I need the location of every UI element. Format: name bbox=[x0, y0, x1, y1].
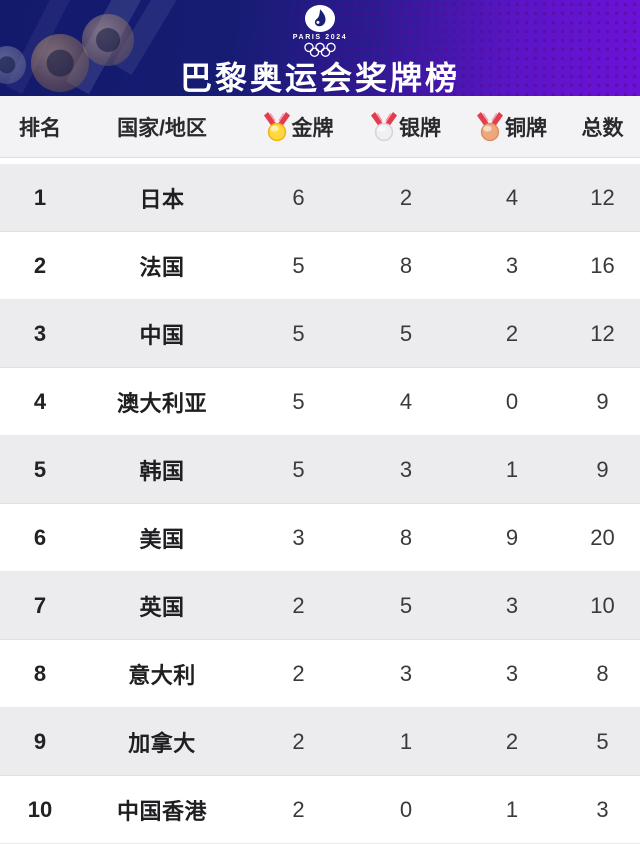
olympic-rings-icon bbox=[302, 42, 338, 58]
cell-rank: 7 bbox=[33, 592, 47, 618]
cell-country: 意大利 bbox=[128, 662, 196, 688]
medal-table: 排名 国家/地区 金牌 bbox=[0, 96, 640, 844]
cell-silver: 5 bbox=[399, 592, 413, 618]
cell-rank: 8 bbox=[33, 660, 47, 686]
cell-rank: 10 bbox=[27, 796, 53, 822]
cell-gold: 3 bbox=[292, 524, 305, 550]
cell-gold: 5 bbox=[292, 388, 305, 414]
cell-total: 20 bbox=[590, 524, 615, 550]
cell-silver: 1 bbox=[399, 728, 413, 754]
brand-text: PARIS 2024 bbox=[292, 33, 348, 41]
cell-rank: 4 bbox=[33, 388, 47, 414]
col-header-country: 国家/地区 bbox=[117, 116, 207, 140]
cell-bronze: 2 bbox=[505, 728, 519, 754]
cell-silver: 5 bbox=[399, 320, 413, 346]
cell-silver: 8 bbox=[399, 524, 413, 550]
cell-total: 8 bbox=[596, 660, 609, 686]
cell-country: 中国 bbox=[139, 322, 185, 348]
cell-bronze: 9 bbox=[505, 524, 519, 550]
cell-gold: 2 bbox=[292, 796, 305, 822]
cell-silver: 8 bbox=[399, 252, 413, 278]
table-row: 3 中国 5 5 2 12 bbox=[0, 300, 640, 368]
cell-rank: 9 bbox=[33, 728, 47, 754]
cell-total: 9 bbox=[596, 388, 609, 414]
cell-rank: 5 bbox=[33, 456, 47, 482]
cell-country: 中国香港 bbox=[116, 798, 207, 824]
col-header-gold-label: 金牌 bbox=[291, 116, 334, 140]
col-header-silver-label: 银牌 bbox=[399, 116, 441, 140]
header-body-divider bbox=[0, 158, 640, 164]
cell-gold: 5 bbox=[292, 456, 305, 482]
table-row: 10 中国香港 2 0 1 3 bbox=[0, 776, 640, 844]
cell-total: 12 bbox=[590, 184, 615, 210]
cell-silver: 3 bbox=[399, 660, 413, 686]
cell-rank: 3 bbox=[33, 320, 47, 346]
cell-country: 韩国 bbox=[139, 458, 185, 484]
col-header-bronze: 铜牌 bbox=[459, 111, 565, 142]
table-row: 9 加拿大 2 1 2 5 bbox=[0, 708, 640, 776]
cell-silver: 4 bbox=[399, 388, 413, 414]
medals-photo-decor bbox=[0, 0, 210, 96]
col-header-total: 总数 bbox=[581, 116, 624, 140]
table-row: 4 澳大利亚 5 4 0 9 bbox=[0, 368, 640, 436]
medal-table-body: 1 日本 6 2 4 12 2 法国 5 8 3 16 3 中国 5 5 2 1… bbox=[0, 164, 640, 844]
cell-gold: 2 bbox=[292, 592, 305, 618]
table-row: 8 意大利 2 3 3 8 bbox=[0, 640, 640, 708]
cell-silver: 3 bbox=[399, 456, 413, 482]
gold-medal-icon bbox=[263, 111, 290, 141]
silver-medal-icon bbox=[371, 111, 397, 141]
col-header-bronze-label: 铜牌 bbox=[505, 116, 547, 140]
cell-bronze: 2 bbox=[505, 320, 519, 346]
cell-bronze: 1 bbox=[505, 456, 519, 482]
paris2024-logo bbox=[305, 5, 335, 32]
app-header: PARIS 2024 巴黎奥运会奖牌榜 bbox=[0, 0, 640, 96]
bronze-medal-icon bbox=[477, 111, 503, 141]
cell-gold: 6 bbox=[292, 184, 305, 210]
cell-rank: 1 bbox=[33, 184, 47, 210]
flame-icon bbox=[314, 9, 326, 27]
cell-country: 澳大利亚 bbox=[116, 390, 207, 416]
cell-total: 16 bbox=[590, 252, 615, 278]
table-row: 6 美国 3 8 9 20 bbox=[0, 504, 640, 572]
cell-country: 日本 bbox=[139, 186, 185, 212]
cell-gold: 2 bbox=[292, 660, 305, 686]
cell-bronze: 3 bbox=[505, 592, 519, 618]
cell-rank: 2 bbox=[33, 252, 47, 278]
cell-country: 加拿大 bbox=[128, 730, 196, 756]
cell-bronze: 1 bbox=[505, 796, 519, 822]
col-header-rank: 排名 bbox=[19, 116, 61, 140]
cell-total: 12 bbox=[590, 320, 615, 346]
cell-bronze: 4 bbox=[505, 184, 519, 210]
cell-total: 5 bbox=[596, 728, 609, 754]
table-row: 2 法国 5 8 3 16 bbox=[0, 232, 640, 300]
cell-gold: 5 bbox=[292, 320, 305, 346]
medal-decor bbox=[82, 14, 134, 66]
col-header-gold: 金牌 bbox=[244, 111, 353, 142]
table-row: 5 韩国 5 3 1 9 bbox=[0, 436, 640, 504]
cell-silver: 2 bbox=[399, 184, 413, 210]
medal-decor bbox=[31, 34, 89, 92]
cell-bronze: 0 bbox=[505, 388, 519, 414]
page-title: 巴黎奥运会奖牌榜 bbox=[179, 59, 460, 96]
cell-total: 3 bbox=[596, 796, 609, 822]
cell-bronze: 3 bbox=[505, 660, 519, 686]
cell-country: 英国 bbox=[139, 594, 185, 620]
col-header-silver: 银牌 bbox=[353, 111, 459, 142]
cell-country: 法国 bbox=[139, 254, 185, 280]
table-row: 7 英国 2 5 3 10 bbox=[0, 572, 640, 640]
table-row: 1 日本 6 2 4 12 bbox=[0, 164, 640, 232]
cell-total: 10 bbox=[590, 592, 615, 618]
cell-gold: 2 bbox=[292, 728, 305, 754]
cell-gold: 5 bbox=[292, 252, 305, 278]
cell-country: 美国 bbox=[139, 526, 185, 552]
cell-bronze: 3 bbox=[505, 252, 519, 278]
cell-rank: 6 bbox=[33, 524, 47, 550]
cell-silver: 0 bbox=[399, 796, 413, 822]
cell-total: 9 bbox=[596, 456, 609, 482]
table-header-row: 排名 国家/地区 金牌 bbox=[0, 96, 640, 158]
